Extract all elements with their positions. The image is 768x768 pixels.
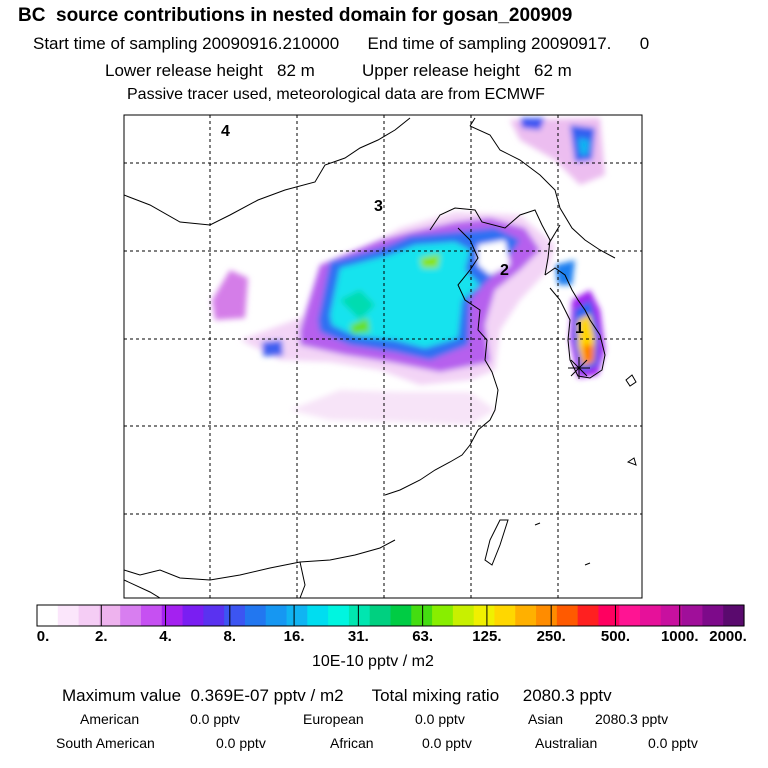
region-label-3: 3 <box>374 198 383 215</box>
european-label: European <box>303 711 364 727</box>
colorbar-cell <box>515 605 537 626</box>
asian-label: Asian <box>528 711 564 727</box>
colorbar-cell <box>99 605 121 626</box>
colorbar-tick-label: 1000. <box>660 628 699 645</box>
colorbar-tick-label: 125. <box>472 628 502 645</box>
colorbar-tick-label: 31. <box>347 628 369 645</box>
release-height-line: Lower release height 82 m Upper release … <box>105 61 572 80</box>
colorbar-cell <box>328 605 350 626</box>
region-label-1: 1 <box>575 320 584 337</box>
colorbar-cell <box>390 605 412 626</box>
colorbar-tick-label: 2. <box>95 628 108 645</box>
tracer-info-line: Passive tracer used, meteorological data… <box>127 86 545 103</box>
australian-value: 0.0 pptv <box>648 735 698 751</box>
colorbar-tick-label: 63. <box>412 628 434 645</box>
sampling-time-line: Start time of sampling 20090916.210000 E… <box>33 34 650 53</box>
colorbar-cell <box>244 605 267 626</box>
colorbar-cell <box>473 605 496 626</box>
colorbar-units: 10E-10 pptv / m2 <box>312 653 434 670</box>
colorbar-cell <box>432 605 454 626</box>
colorbar-cell <box>640 605 662 626</box>
maximum-value-line: Maximum value 0.369E-07 pptv / m2 Total … <box>62 686 612 705</box>
south-american-label: South American <box>56 735 155 751</box>
colorbar-cell <box>536 605 558 626</box>
coastlines <box>124 117 637 598</box>
colorbar-cell <box>660 605 683 626</box>
colorbar-cell <box>556 605 579 626</box>
colorbar-cell <box>78 605 100 626</box>
colorbar-cell <box>286 605 308 626</box>
american-label: American <box>80 711 140 727</box>
plot-title: BC source contributions in nested domain… <box>18 5 573 26</box>
african-label: African <box>330 735 374 751</box>
colorbar-cell <box>411 605 433 626</box>
colorbar-tick-label: 250. <box>536 628 566 645</box>
colorbar-cell <box>161 605 184 626</box>
colorbar-tick-label: 8. <box>223 628 237 645</box>
australian-label: Australian <box>535 735 598 751</box>
colorbar-cell <box>348 605 371 626</box>
european-value: 0.0 pptv <box>415 711 465 727</box>
colorbar-cell <box>681 605 704 626</box>
colorbar-cell <box>307 605 329 626</box>
south-american-value: 0.0 pptv <box>216 735 266 751</box>
colorbar-cell <box>182 605 204 626</box>
map-frame <box>123 114 643 599</box>
colorbar-cell <box>57 605 80 626</box>
colorbar-frame <box>36 604 745 627</box>
receptor-star-icon <box>568 357 590 379</box>
colorbar-tick-label: 0. <box>36 628 50 645</box>
colorbar-cell <box>598 605 620 626</box>
colorbar-cell <box>452 605 475 626</box>
colorbar-cell <box>203 605 225 626</box>
asian-value: 2080.3 pptv <box>595 711 669 727</box>
colorbar-cell <box>619 605 641 626</box>
lat-lon-grid <box>124 115 642 598</box>
colorbar-cell <box>120 605 142 626</box>
colorbar-tick-label: 2000. <box>709 628 747 645</box>
colorbar-cell <box>265 605 288 626</box>
colorbar-cell <box>723 605 745 626</box>
region-label-4: 4 <box>221 123 230 140</box>
colorbar-cell <box>577 605 600 626</box>
colorbar-cell <box>369 605 392 626</box>
colorbar-tick-label: 500. <box>600 628 631 645</box>
colorbar-tick-label: 4. <box>159 628 172 645</box>
colorbar-cell <box>37 605 59 626</box>
colorbar-cell <box>224 605 246 626</box>
colorbar-cells <box>37 605 745 626</box>
american-value: 0.0 pptv <box>190 711 240 727</box>
colorbar-cell <box>140 605 163 626</box>
african-value: 0.0 pptv <box>422 735 472 751</box>
colorbar-cell <box>494 605 516 626</box>
colorbar-cell <box>702 605 724 626</box>
region-label-2: 2 <box>500 262 509 279</box>
colorbar-tick-label: 16. <box>283 628 305 645</box>
